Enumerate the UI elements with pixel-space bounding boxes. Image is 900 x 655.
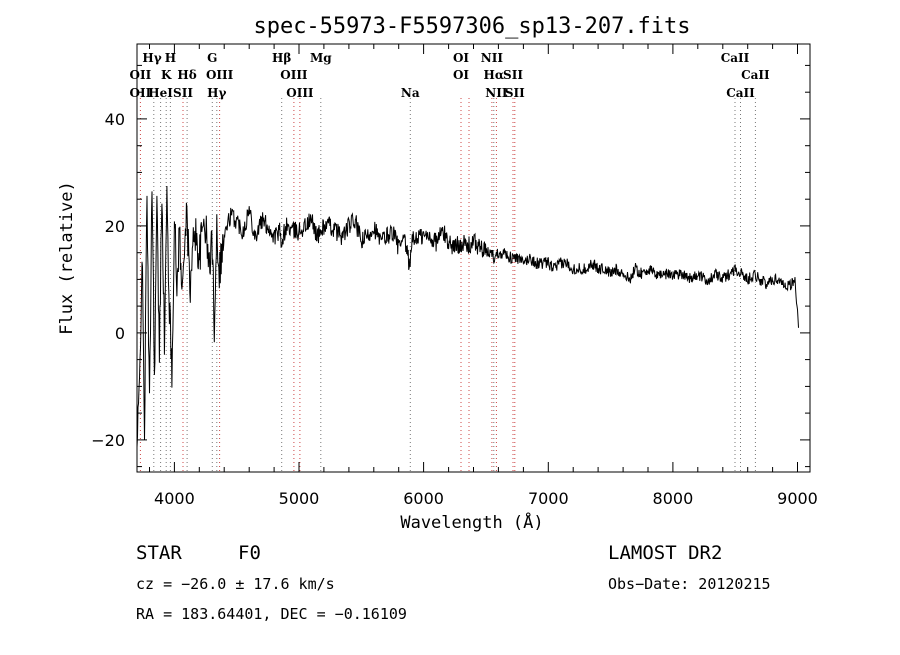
line-label: OI bbox=[453, 68, 469, 82]
chart-title: spec-55973-F5597306_sp13-207.fits bbox=[253, 14, 690, 39]
plot-frame bbox=[136, 43, 811, 473]
line-label: OII bbox=[130, 68, 152, 82]
object-subclass: F0 bbox=[238, 542, 261, 564]
y-axis-ticks: −20 0 20 40 bbox=[91, 64, 810, 468]
line-label: SII bbox=[503, 68, 523, 82]
line-label: SII bbox=[505, 86, 525, 100]
line-label: OIII bbox=[280, 68, 308, 82]
line-label: NII bbox=[485, 86, 508, 100]
line-label: Hγ bbox=[207, 86, 226, 100]
line-label: Hβ bbox=[272, 51, 291, 65]
line-label: G bbox=[207, 51, 217, 65]
line-label: Mg bbox=[310, 51, 332, 65]
redshift-value: cz = −26.0 ± 17.6 km/s bbox=[136, 575, 335, 593]
x-axis-label: Wavelength (Å) bbox=[400, 511, 543, 533]
line-label: OI bbox=[453, 51, 469, 65]
line-label: OIII bbox=[286, 86, 314, 100]
x-axis-ticks: 4000 5000 6000 7000 8000 9000 bbox=[149, 44, 818, 508]
line-label: NII bbox=[481, 51, 504, 65]
spectrum-line bbox=[136, 185, 799, 448]
coordinates: RA = 183.64401, DEC = −0.16109 bbox=[136, 605, 407, 623]
object-class: STAR bbox=[136, 542, 182, 564]
line-label: Hα bbox=[484, 68, 505, 82]
x-tick-label: 7000 bbox=[528, 489, 569, 508]
observation-date: Obs−Date: 20120215 bbox=[608, 575, 771, 593]
line-label: Na bbox=[401, 86, 420, 100]
line-label: HeI bbox=[148, 86, 173, 100]
line-label: CaII bbox=[721, 51, 750, 65]
line-label: Hγ bbox=[142, 51, 161, 65]
spectral-line-markers bbox=[139, 98, 756, 472]
x-tick-label: 6000 bbox=[403, 489, 444, 508]
line-label: K bbox=[161, 68, 172, 82]
line-label: CaII bbox=[741, 68, 770, 82]
line-label: SII bbox=[173, 86, 193, 100]
line-label: OIII bbox=[206, 68, 234, 82]
y-tick-label: 0 bbox=[115, 324, 125, 343]
survey-name: LAMOST DR2 bbox=[608, 542, 722, 564]
line-label: CaII bbox=[726, 86, 755, 100]
line-label: Hδ bbox=[177, 68, 196, 82]
x-tick-label: 5000 bbox=[279, 489, 320, 508]
x-tick-label: 4000 bbox=[154, 489, 195, 508]
y-axis-label: Flux (relative) bbox=[57, 181, 77, 335]
line-label: H bbox=[165, 51, 176, 65]
x-tick-label: 9000 bbox=[777, 489, 818, 508]
line-label: OII bbox=[130, 86, 152, 100]
y-tick-label: 40 bbox=[105, 110, 125, 129]
y-tick-label: −20 bbox=[91, 431, 125, 450]
x-tick-label: 8000 bbox=[653, 489, 694, 508]
y-tick-label: 20 bbox=[105, 217, 125, 236]
